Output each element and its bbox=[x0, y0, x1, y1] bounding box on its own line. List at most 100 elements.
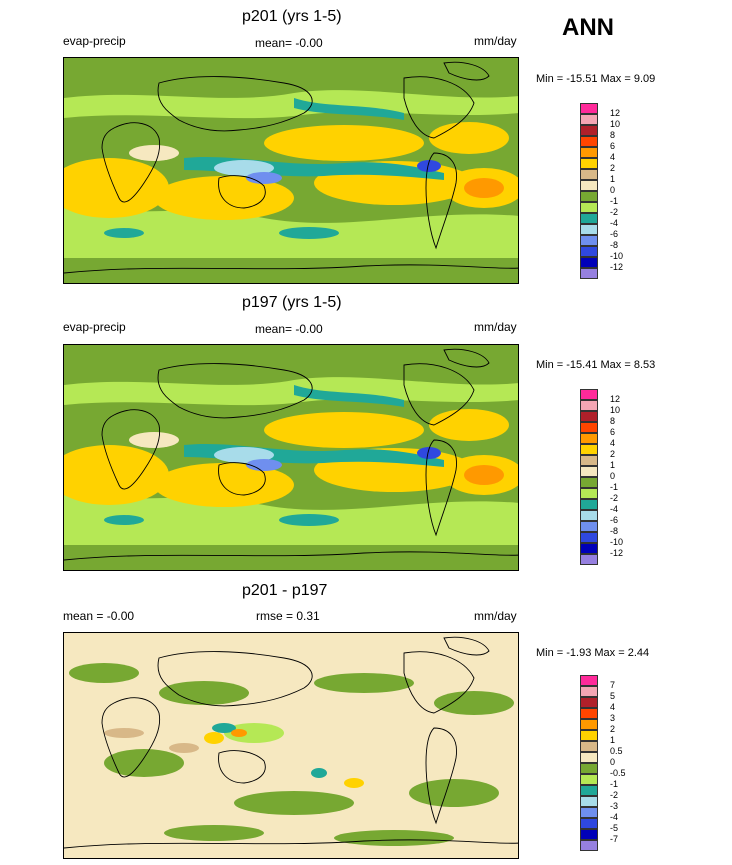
colorbar-swatch bbox=[580, 422, 598, 433]
colorbar-swatch bbox=[580, 785, 598, 796]
colorbar-swatch bbox=[580, 147, 598, 158]
colorbar-swatch bbox=[580, 136, 598, 147]
colorbar-tick: 0 bbox=[610, 471, 616, 481]
colorbar-tick: 4 bbox=[610, 438, 616, 448]
colorbar-tick: -0.5 bbox=[610, 768, 626, 778]
colorbar-swatch bbox=[580, 521, 598, 532]
colorbar-swatch bbox=[580, 840, 598, 851]
colorbar-swatch bbox=[580, 224, 598, 235]
colorbar-tick: -10 bbox=[610, 537, 624, 547]
colorbar-swatch bbox=[580, 499, 598, 510]
colorbar-swatch bbox=[580, 730, 598, 741]
colorbar-swatch bbox=[580, 510, 598, 521]
colorbar-swatch bbox=[580, 444, 598, 455]
colorbar-tick: 10 bbox=[610, 119, 621, 129]
colorbar-tick: 2 bbox=[610, 724, 616, 734]
colorbar-tick: -8 bbox=[610, 526, 619, 536]
colorbar-swatch bbox=[580, 477, 598, 488]
colorbar-swatch bbox=[580, 719, 598, 730]
colorbar-swatch bbox=[580, 752, 598, 763]
colorbar-swatch bbox=[580, 708, 598, 719]
colorbar-tick: -12 bbox=[610, 548, 624, 558]
map-difference bbox=[63, 632, 519, 859]
colorbar-tick: -4 bbox=[610, 504, 619, 514]
colorbar-tick: -4 bbox=[610, 812, 619, 822]
colorbar-swatch bbox=[580, 532, 598, 543]
colorbar-swatch bbox=[580, 257, 598, 268]
colorbar-swatch bbox=[580, 796, 598, 807]
colorbar-tick: -4 bbox=[610, 218, 619, 228]
mean-label: mean= -0.00 bbox=[255, 322, 323, 336]
colorbar-swatch bbox=[580, 389, 598, 400]
colorbar-tick: 1 bbox=[610, 735, 616, 745]
colorbar-swatch bbox=[580, 697, 598, 708]
colorbar-tick: 8 bbox=[610, 130, 616, 140]
units-label: mm/day bbox=[474, 609, 517, 623]
colorbar-tick: 0 bbox=[610, 185, 616, 195]
colorbar-tick: 1 bbox=[610, 174, 616, 184]
min-max-label: Min = -15.51 Max = 9.09 bbox=[536, 73, 656, 85]
colorbar-tick: -3 bbox=[610, 801, 619, 811]
colorbar-tick: 12 bbox=[610, 108, 621, 118]
colorbar-tick: 4 bbox=[610, 702, 616, 712]
colorbar-tick: -1 bbox=[610, 196, 619, 206]
map-p197 bbox=[63, 344, 519, 571]
colorbar-swatch bbox=[580, 268, 598, 279]
colorbar-tick: -5 bbox=[610, 823, 619, 833]
colorbar-tick: 4 bbox=[610, 152, 616, 162]
rmse-label: rmse = 0.31 bbox=[256, 609, 320, 623]
units-label: mm/day bbox=[474, 34, 517, 48]
colorbar-tick: -8 bbox=[610, 240, 619, 250]
map-p201 bbox=[63, 57, 519, 284]
colorbar-swatch bbox=[580, 829, 598, 840]
colorbar-tick: -1 bbox=[610, 482, 619, 492]
colorbar-swatch bbox=[580, 158, 598, 169]
min-max-label: Min = -15.41 Max = 8.53 bbox=[536, 359, 656, 371]
colorbar-swatch bbox=[580, 818, 598, 829]
colorbar-tick: 5 bbox=[610, 691, 616, 701]
colorbar-swatch bbox=[580, 807, 598, 818]
colorbar-tick: 12 bbox=[610, 394, 621, 404]
colorbar-swatch bbox=[580, 488, 598, 499]
colorbar-tick: 8 bbox=[610, 416, 616, 426]
colorbar-tick: -7 bbox=[610, 834, 619, 844]
colorbar-tick: 10 bbox=[610, 405, 621, 415]
colorbar-swatch bbox=[580, 246, 598, 257]
units-label: mm/day bbox=[474, 320, 517, 334]
colorbar-swatch bbox=[580, 169, 598, 180]
colorbar-swatch bbox=[580, 103, 598, 114]
colorbar-tick: -6 bbox=[610, 229, 619, 239]
colorbar-tick: 3 bbox=[610, 713, 616, 723]
colorbar-tick: -12 bbox=[610, 262, 624, 272]
colorbar-swatch bbox=[580, 213, 598, 224]
colorbar-swatch bbox=[580, 675, 598, 686]
colorbar-tick: 1 bbox=[610, 460, 616, 470]
panel-title: p197 (yrs 1-5) bbox=[242, 294, 342, 311]
mean-label: mean= -0.00 bbox=[255, 36, 323, 50]
colorbar-swatch bbox=[580, 763, 598, 774]
colorbar-tick: 0 bbox=[610, 757, 616, 767]
colorbar-swatch bbox=[580, 741, 598, 752]
colorbar-tick: -2 bbox=[610, 493, 619, 503]
colorbar-tick: -2 bbox=[610, 790, 619, 800]
colorbar-tick: 7 bbox=[610, 680, 616, 690]
colorbar-swatch bbox=[580, 554, 598, 565]
colorbar-tick: 0.5 bbox=[610, 746, 623, 756]
colorbar-tick: -2 bbox=[610, 207, 619, 217]
colorbar-swatch bbox=[580, 235, 598, 246]
colorbar-tick: 2 bbox=[610, 163, 616, 173]
colorbar-swatch bbox=[580, 455, 598, 466]
colorbar-swatch bbox=[580, 543, 598, 554]
colorbar-tick: -10 bbox=[610, 251, 624, 261]
colorbar-tick: 6 bbox=[610, 141, 616, 151]
colorbar-swatch bbox=[580, 400, 598, 411]
colorbar-swatch bbox=[580, 202, 598, 213]
season-label: ANN bbox=[562, 14, 614, 41]
colorbar-swatch bbox=[580, 686, 598, 697]
colorbar-swatch bbox=[580, 411, 598, 422]
colorbar-swatch bbox=[580, 191, 598, 202]
field-label: evap-precip bbox=[63, 34, 126, 48]
colorbar-swatch bbox=[580, 774, 598, 785]
colorbar-swatch bbox=[580, 466, 598, 477]
mean-label: mean = -0.00 bbox=[63, 609, 135, 623]
